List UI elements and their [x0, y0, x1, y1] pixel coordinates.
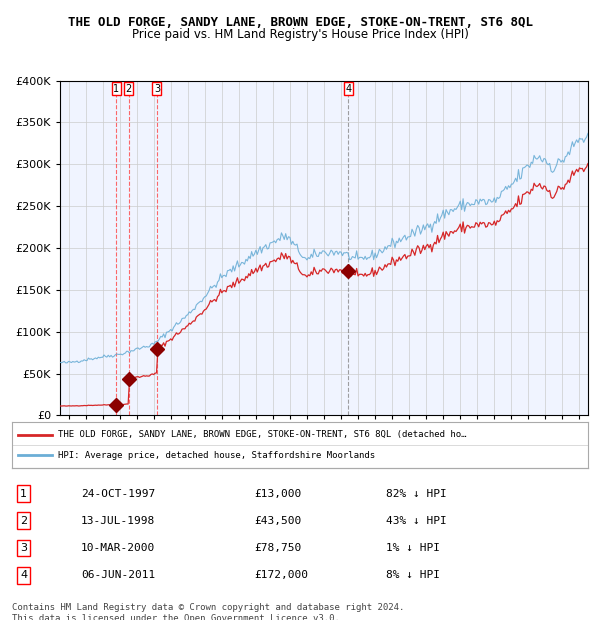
Text: 24-OCT-1997: 24-OCT-1997 — [81, 489, 155, 498]
Text: 3: 3 — [20, 543, 27, 553]
Text: This data is licensed under the Open Government Licence v3.0.: This data is licensed under the Open Gov… — [12, 614, 340, 620]
Text: 82% ↓ HPI: 82% ↓ HPI — [386, 489, 447, 498]
Text: 4: 4 — [20, 570, 27, 580]
Text: 1% ↓ HPI: 1% ↓ HPI — [386, 543, 440, 553]
Text: 1: 1 — [113, 84, 119, 94]
Text: 4: 4 — [345, 84, 352, 94]
Text: £78,750: £78,750 — [254, 543, 301, 553]
Text: 2: 2 — [20, 516, 27, 526]
Text: THE OLD FORGE, SANDY LANE, BROWN EDGE, STOKE-ON-TRENT, ST6 8QL (detached ho…: THE OLD FORGE, SANDY LANE, BROWN EDGE, S… — [58, 430, 467, 439]
Text: £172,000: £172,000 — [254, 570, 308, 580]
Text: HPI: Average price, detached house, Staffordshire Moorlands: HPI: Average price, detached house, Staf… — [58, 451, 375, 459]
Text: Contains HM Land Registry data © Crown copyright and database right 2024.: Contains HM Land Registry data © Crown c… — [12, 603, 404, 612]
Text: £43,500: £43,500 — [254, 516, 301, 526]
Text: 10-MAR-2000: 10-MAR-2000 — [81, 543, 155, 553]
Text: 8% ↓ HPI: 8% ↓ HPI — [386, 570, 440, 580]
Text: 06-JUN-2011: 06-JUN-2011 — [81, 570, 155, 580]
Text: THE OLD FORGE, SANDY LANE, BROWN EDGE, STOKE-ON-TRENT, ST6 8QL: THE OLD FORGE, SANDY LANE, BROWN EDGE, S… — [67, 16, 533, 29]
Text: Price paid vs. HM Land Registry's House Price Index (HPI): Price paid vs. HM Land Registry's House … — [131, 28, 469, 41]
Text: £13,000: £13,000 — [254, 489, 301, 498]
Text: 1: 1 — [20, 489, 27, 498]
Text: 13-JUL-1998: 13-JUL-1998 — [81, 516, 155, 526]
Text: 43% ↓ HPI: 43% ↓ HPI — [386, 516, 447, 526]
Text: 2: 2 — [125, 84, 132, 94]
Text: 3: 3 — [154, 84, 160, 94]
